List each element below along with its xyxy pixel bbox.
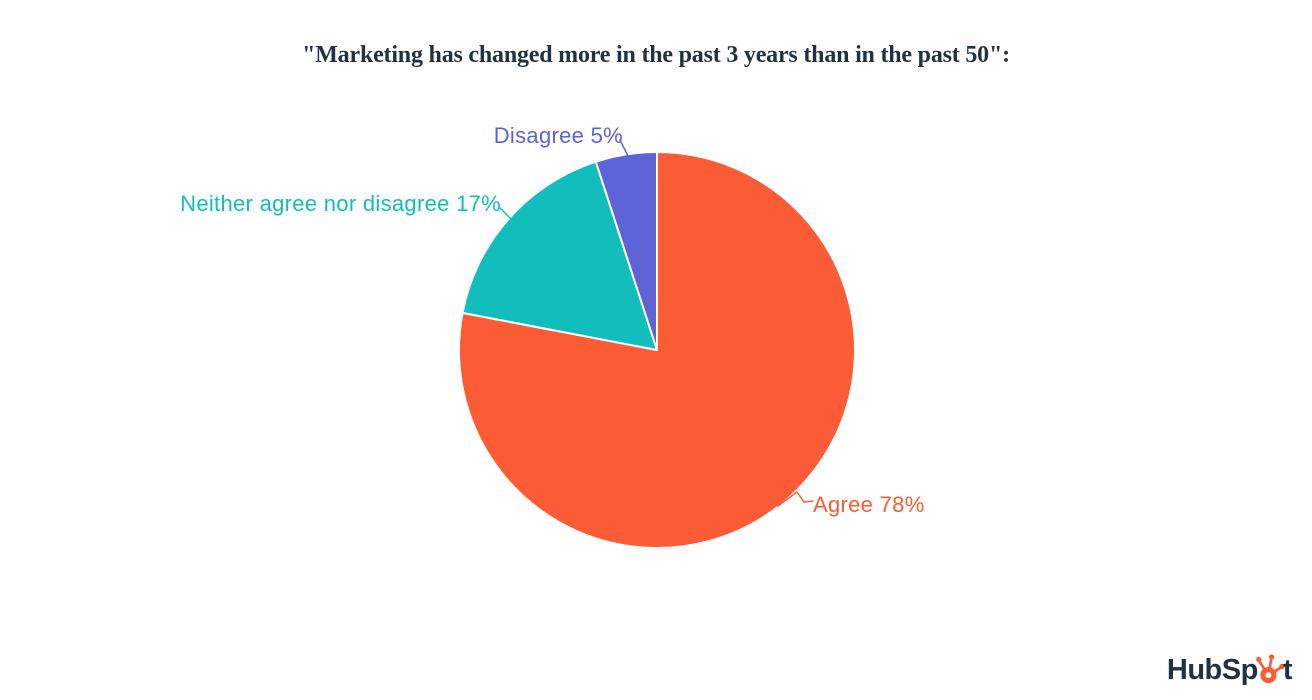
pie-slice-neither-agree-nor-disagree: [461, 160, 658, 351]
leader-line-neither: [499, 207, 513, 221]
slice-label-agree: Agree 78%: [813, 492, 925, 517]
logo-text-after: t: [1282, 654, 1293, 686]
leader-lines-group: [499, 139, 814, 507]
logo-text-before: HubSp: [1166, 654, 1258, 686]
leader-line-agree: [777, 491, 814, 507]
hubspot-sprocket-icon: [1255, 654, 1285, 684]
pie-slice-disagree: [594, 151, 658, 351]
pie-slices-group: [458, 151, 856, 549]
slice-label-disagree: Disagree 5%: [493, 123, 623, 148]
sprocket-shape: [1255, 654, 1285, 684]
slice-label-neither-agree-nor-disagree: Neither agree nor disagree 17%: [180, 191, 501, 216]
hubspot-logo: HubSp t: [1166, 650, 1293, 687]
chart-title: "Marketing has changed more in the past …: [302, 42, 1010, 68]
leader-line-disagree: [619, 139, 629, 157]
